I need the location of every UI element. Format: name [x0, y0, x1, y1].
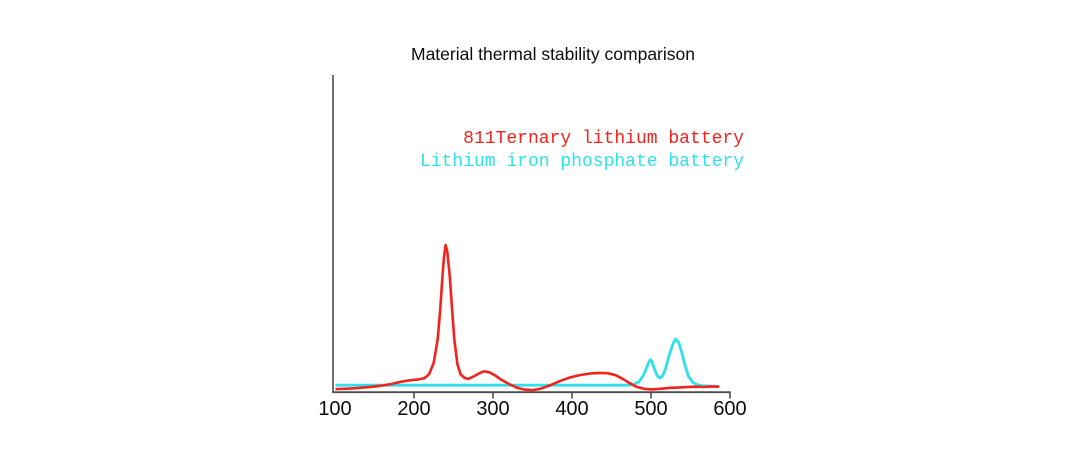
- x-tick-label: 600: [713, 398, 747, 420]
- x-tick-label: 400: [555, 398, 589, 420]
- x-tick-label: 300: [476, 398, 510, 420]
- chart-legend: 811Ternary lithium battery Lithium iron …: [420, 128, 744, 174]
- legend-item-ternary-battery: 811Ternary lithium battery: [463, 129, 744, 149]
- series-curve-ternary: [335, 243, 720, 392]
- legend-item-lfp-battery: Lithium iron phosphate battery: [419, 152, 744, 172]
- chart-title: Material thermal stability comparison: [411, 44, 695, 64]
- x-tick-label: 200: [397, 398, 431, 420]
- x-tick-label: 500: [634, 398, 668, 420]
- series-curve-lfp: [335, 337, 720, 388]
- x-tick-label: 100: [318, 398, 352, 420]
